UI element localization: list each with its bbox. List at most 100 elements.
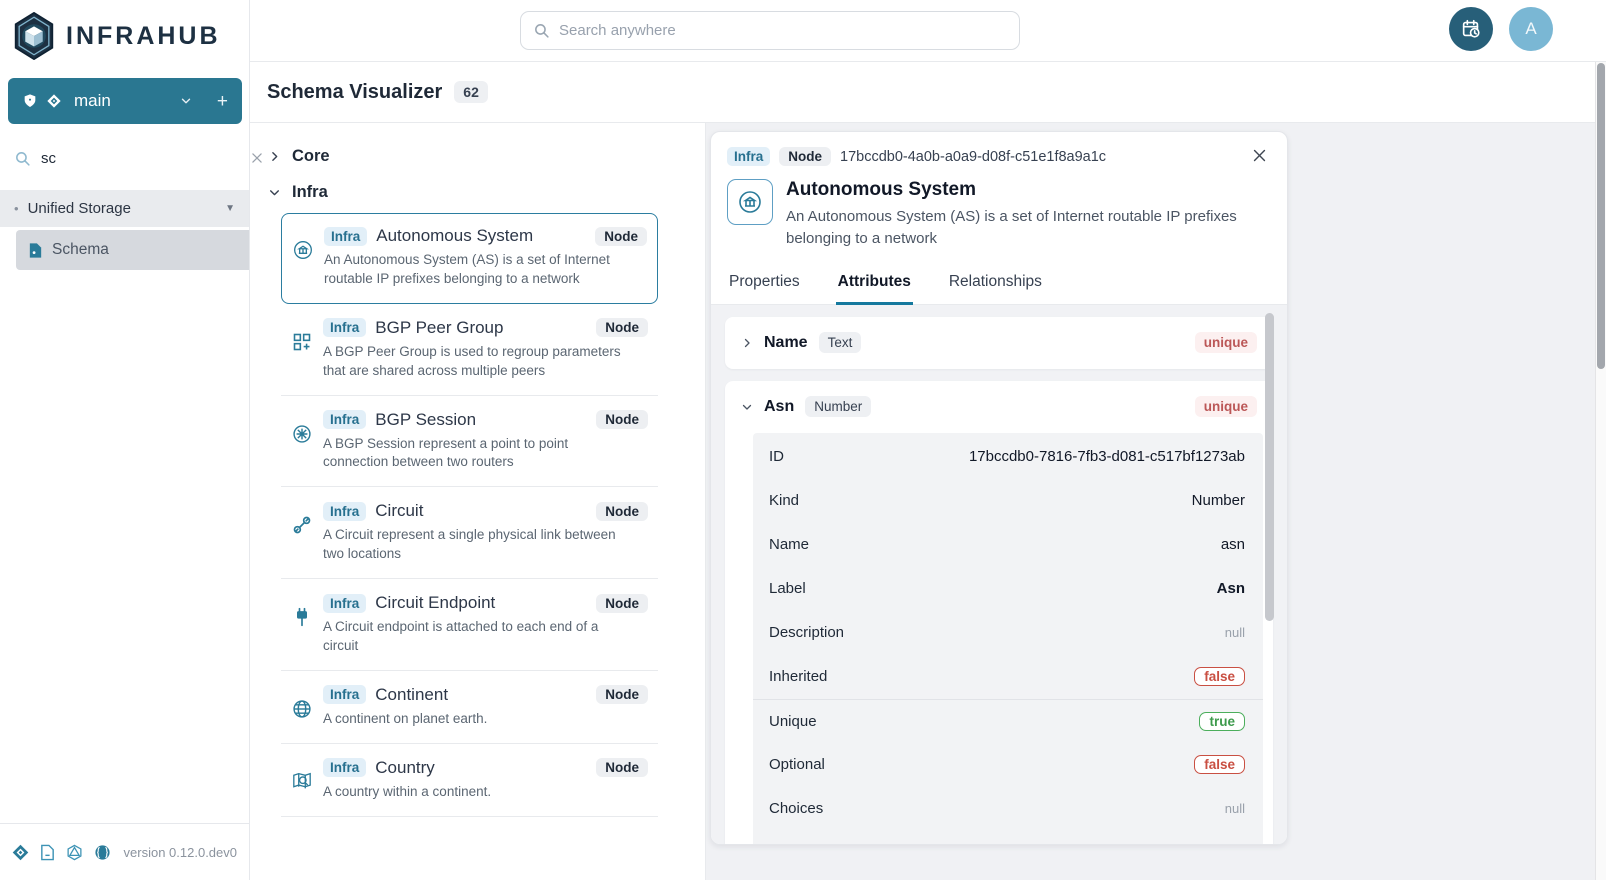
field-row-label: Label Asn (753, 567, 1263, 611)
search-icon (533, 22, 550, 39)
field-row-choices: Choices null (753, 787, 1263, 831)
chevron-down-icon (179, 94, 193, 108)
node-id: 17bccdb0-4a0b-a0a9-d08f-c51e1f8a9a1c (840, 148, 1107, 165)
field-value: asn (1220, 536, 1245, 553)
page-scrollbar-thumb[interactable] (1597, 63, 1605, 369)
close-icon (1251, 147, 1268, 164)
field-value: Asn (1216, 580, 1245, 597)
branch-selector-button[interactable]: main + (8, 78, 242, 124)
global-search[interactable] (520, 11, 1020, 50)
chevron-right-icon (268, 150, 281, 163)
sidebar-search[interactable] (0, 136, 262, 180)
panel-scrollbar[interactable] (1265, 313, 1274, 621)
bullet-icon: • (14, 201, 19, 216)
logo-mark-icon[interactable] (12, 844, 29, 861)
boolean-badge: false (1194, 667, 1245, 686)
namespace-badge: Infra (323, 410, 367, 430)
sidebar-item-schema[interactable]: Schema (16, 230, 249, 270)
tree-node-bgp-peer-group[interactable]: Infra BGP Peer Group Node A BGP Peer Gro… (281, 306, 658, 396)
unique-badge: unique (1194, 332, 1257, 353)
map-icon (289, 772, 315, 802)
search-icon (14, 150, 31, 167)
node-kind-badge: Node (596, 318, 648, 338)
schema-tree-panel: Core Infra Infra Autonomous System Node (250, 123, 706, 880)
tab-relationships[interactable]: Relationships (947, 264, 1044, 305)
link-icon (289, 515, 315, 564)
namespace-badge: Infra (323, 593, 367, 613)
attribute-header[interactable]: Name Text unique (725, 317, 1273, 369)
caret-down-icon: ▼ (225, 203, 235, 214)
sidebar-search-input[interactable] (41, 149, 240, 167)
avatar[interactable]: A (1509, 7, 1553, 51)
plug-icon (289, 607, 315, 656)
panel-title-row: Autonomous System An Autonomous System (… (711, 175, 1287, 264)
close-button[interactable] (1251, 147, 1268, 164)
tree-node-circuit[interactable]: Infra Circuit Node A Circuit represent a… (281, 489, 658, 580)
node-name: BGP Peer Group (375, 317, 504, 337)
field-label: Unique (769, 712, 817, 730)
field-label: Inherited (769, 668, 828, 685)
graphql-icon[interactable] (66, 844, 83, 861)
node-detail-panel: Infra Node 17bccdb0-4a0b-a0a9-d08f-c51e1… (710, 131, 1288, 845)
sidebar-group-unified-storage[interactable]: • Unified Storage ▼ (0, 190, 249, 227)
content-area: Core Infra Infra Autonomous System Node (250, 123, 1606, 880)
field-label: Description (769, 624, 845, 641)
tree-node-continent[interactable]: Infra Continent Node A continent on plan… (281, 673, 658, 744)
tree-section-core[interactable]: Core (268, 141, 689, 171)
add-branch-icon[interactable]: + (216, 90, 228, 112)
field-value: null (1224, 801, 1245, 816)
visualizer-canvas: Infra Node 17bccdb0-4a0b-a0a9-d08f-c51e1… (706, 123, 1606, 880)
field-value: Number (1191, 492, 1245, 509)
global-search-input[interactable] (559, 22, 1007, 39)
namespace-badge: Infra (323, 758, 367, 778)
attribute-card-name: Name Text unique (725, 316, 1273, 369)
section-label: Core (292, 146, 330, 165)
tree-node-circuit-endpoint[interactable]: Infra Circuit Endpoint Node A Circuit en… (281, 581, 658, 671)
tab-properties[interactable]: Properties (727, 264, 802, 305)
field-label: Label (769, 580, 806, 597)
close-icon[interactable] (250, 151, 264, 165)
field-label: Kind (769, 492, 800, 509)
namespace-badge: Infra (323, 501, 367, 521)
node-kind-badge: Node (596, 593, 648, 613)
section-label: Infra (292, 182, 328, 201)
field-row-name: Name asn (753, 523, 1263, 567)
namespace-badge: Infra (323, 685, 367, 705)
node-name: Circuit (375, 501, 424, 521)
docs-icon[interactable] (40, 844, 55, 861)
attribute-name: Name (764, 333, 808, 351)
app-logo[interactable]: INFRAHUB (0, 0, 249, 70)
node-kind-badge: Node (779, 147, 832, 166)
tree-node-country[interactable]: Infra Country Node A country within a co… (281, 746, 658, 817)
chevron-right-icon (741, 337, 753, 349)
schedule-button[interactable] (1449, 7, 1493, 51)
node-name: Country (375, 757, 435, 777)
panel-description: An Autonomous System (AS) is a set of In… (786, 208, 1237, 247)
swagger-icon[interactable] (94, 844, 111, 861)
namespace-badge: Infra (324, 226, 368, 246)
node-name: BGP Session (375, 409, 477, 429)
count-badge: 62 (454, 81, 488, 103)
tree-node-autonomous-system[interactable]: Infra Autonomous System Node An Autonomo… (281, 213, 658, 304)
field-value: 17bccdb0-7816-7fb3-d081-c517bf1273ab (968, 448, 1245, 465)
boolean-badge: true (1199, 711, 1245, 731)
panel-header: Infra Node 17bccdb0-4a0b-a0a9-d08f-c51e1… (711, 132, 1287, 175)
chevron-down-icon (741, 401, 753, 413)
session-icon (289, 424, 315, 473)
sidebar-group-label: Unified Storage (27, 200, 131, 217)
avatar-initial: A (1525, 19, 1537, 38)
tab-attributes[interactable]: Attributes (835, 264, 913, 305)
tree-node-bgp-session[interactable]: Infra BGP Session Node A BGP Session rep… (281, 398, 658, 488)
tree-section-infra[interactable]: Infra (268, 177, 689, 207)
branch-name: main (74, 91, 111, 110)
node-description: An Autonomous System (AS) is a set of In… (324, 252, 610, 286)
node-kind-badge: Node (596, 685, 648, 705)
field-label: ID (769, 448, 784, 465)
sidebar-item-label: Schema (52, 241, 109, 258)
infrahub-hexagon-logo-icon (12, 12, 56, 60)
page-scrollbar[interactable] (1595, 62, 1606, 880)
attribute-header[interactable]: Asn Number unique (725, 381, 1273, 433)
attribute-kind-badge: Number (805, 396, 872, 417)
node-list: Infra Autonomous System Node An Autonomo… (281, 213, 658, 817)
page-heading: Schema Visualizer 62 (250, 62, 1606, 123)
